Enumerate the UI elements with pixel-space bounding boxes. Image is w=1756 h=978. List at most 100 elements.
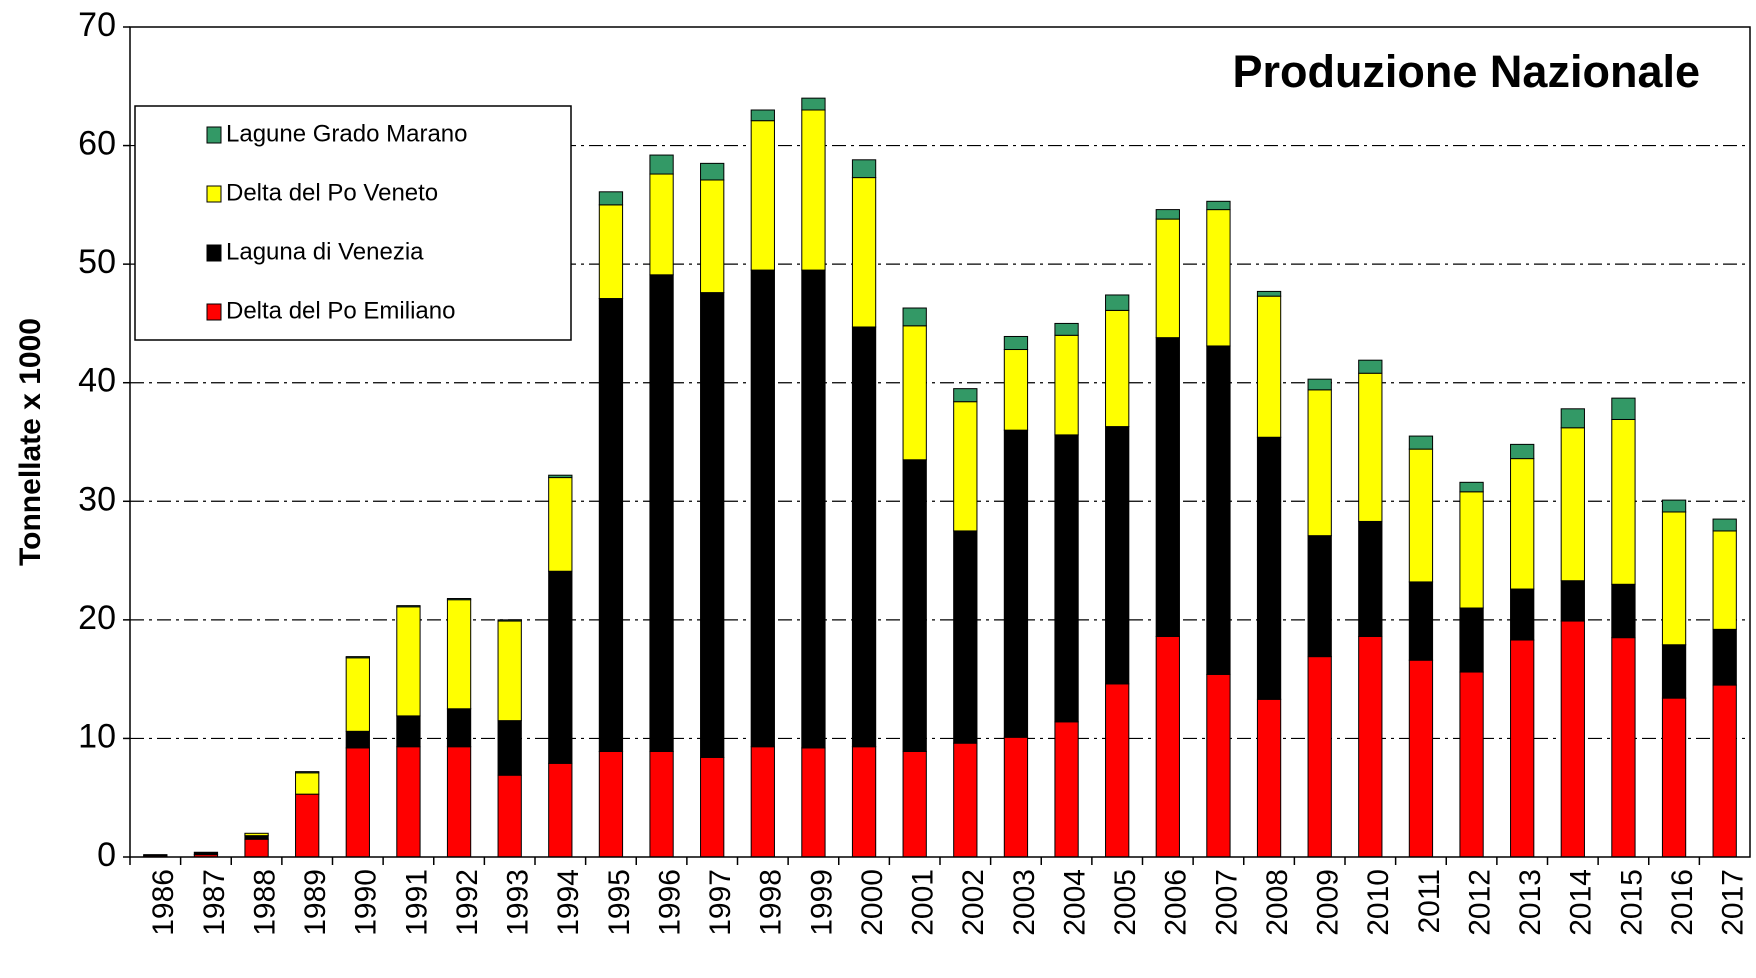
bar-segment bbox=[548, 477, 573, 572]
x-tick-label: 1990 bbox=[350, 869, 383, 936]
x-tick-label: 2003 bbox=[1008, 869, 1041, 936]
x-tick-label: 1987 bbox=[198, 869, 231, 936]
bar-segment bbox=[1307, 378, 1332, 391]
bar-segment bbox=[851, 326, 877, 748]
legend-swatch bbox=[206, 185, 222, 203]
legend-label: Lagune Grado Marano bbox=[226, 120, 468, 147]
x-tick-label: 2002 bbox=[957, 869, 990, 936]
legend-label: Laguna di Venezia bbox=[226, 238, 424, 265]
bar-segment bbox=[1256, 698, 1282, 858]
bar-segment bbox=[244, 835, 269, 840]
bar-segment bbox=[953, 530, 978, 744]
bar-segment bbox=[1054, 334, 1079, 436]
bar-segment bbox=[1459, 481, 1484, 493]
x-tick-label: 1991 bbox=[400, 869, 433, 936]
x-tick-label: 2005 bbox=[1109, 869, 1142, 936]
bar-segment bbox=[1307, 656, 1332, 858]
y-tick-label: 20 bbox=[78, 599, 116, 637]
bar-segment bbox=[295, 772, 320, 795]
bar-segment bbox=[1256, 290, 1282, 297]
bar-segment bbox=[497, 619, 522, 622]
bar-segment bbox=[1307, 535, 1332, 658]
bar-segment bbox=[1307, 389, 1332, 537]
bar-segment bbox=[953, 401, 978, 532]
x-tick-label: 2013 bbox=[1514, 869, 1547, 936]
bar-segment bbox=[1510, 588, 1535, 641]
bar-segment bbox=[1054, 322, 1079, 336]
bar-segment bbox=[1459, 607, 1484, 673]
bar-segment bbox=[1155, 635, 1180, 858]
x-tick-label: 1995 bbox=[603, 869, 636, 936]
x-tick-label: 2010 bbox=[1362, 869, 1395, 936]
bar-segment bbox=[1206, 673, 1231, 858]
bar-segment bbox=[649, 154, 674, 175]
x-tick-label: 2006 bbox=[1160, 869, 1193, 936]
x-tick-label: 2000 bbox=[856, 869, 889, 936]
bar-segment bbox=[750, 269, 775, 748]
bar-segment bbox=[1560, 620, 1585, 858]
bar-segment bbox=[548, 570, 573, 764]
plot-frame bbox=[129, 26, 1751, 858]
bar-segment bbox=[1712, 684, 1737, 858]
bar-segment bbox=[1105, 426, 1130, 685]
bar-segment bbox=[1661, 697, 1687, 858]
bar-segment bbox=[801, 97, 826, 111]
bar-segment bbox=[851, 746, 877, 858]
bar-segment bbox=[1358, 635, 1383, 858]
chart-title: Produzione Nazionale bbox=[1232, 46, 1700, 97]
bar-segment bbox=[1510, 639, 1535, 858]
bar-segment bbox=[1560, 408, 1585, 429]
bar-segment bbox=[801, 747, 826, 858]
bar-segment bbox=[902, 750, 927, 858]
x-tick-label: 1992 bbox=[451, 869, 484, 936]
legend-label: Delta del Po Emiliano bbox=[226, 297, 455, 324]
y-tick-label: 0 bbox=[97, 836, 116, 874]
x-tick-label: 2014 bbox=[1565, 869, 1598, 936]
bar-segment bbox=[244, 838, 269, 858]
bar-segment bbox=[1003, 349, 1029, 431]
bar-segment bbox=[1510, 458, 1535, 590]
bar-segment bbox=[1611, 397, 1636, 420]
bar-segment bbox=[649, 750, 674, 858]
bar-segment bbox=[1560, 427, 1585, 582]
bar-segment bbox=[1054, 721, 1079, 858]
bar-segment bbox=[396, 715, 421, 748]
bar-segment bbox=[649, 173, 674, 276]
bar-segment bbox=[953, 742, 978, 858]
bar-segment bbox=[497, 720, 522, 776]
bar-segment bbox=[1155, 218, 1180, 339]
x-tick-label: 2011 bbox=[1413, 869, 1446, 934]
bar-segment bbox=[446, 598, 472, 601]
x-tick-label: 1999 bbox=[805, 869, 838, 936]
x-tick-label: 1988 bbox=[248, 869, 281, 936]
bar-segment bbox=[345, 657, 370, 732]
bar-segment bbox=[1358, 359, 1383, 374]
bar-segment bbox=[1408, 435, 1434, 450]
bar-segment bbox=[851, 159, 877, 179]
bar-segment bbox=[497, 620, 522, 722]
y-tick-label: 60 bbox=[78, 125, 116, 163]
legend-box bbox=[134, 105, 572, 341]
x-tick-label: 1994 bbox=[552, 869, 585, 936]
bar-segment bbox=[1155, 337, 1180, 637]
bar-segment bbox=[750, 120, 775, 271]
y-axis-label: Tonnellate x 1000 bbox=[14, 318, 47, 566]
x-tick-label: 2001 bbox=[907, 869, 940, 936]
x-tick-label: 2008 bbox=[1261, 869, 1294, 936]
bar-segment bbox=[1105, 683, 1130, 858]
bar-segment bbox=[548, 474, 573, 479]
bar-segment bbox=[396, 606, 421, 717]
bar-segment bbox=[345, 747, 370, 858]
bar-segment bbox=[1459, 491, 1484, 609]
bar-segment bbox=[801, 109, 826, 271]
bar-segment bbox=[700, 179, 725, 294]
bar-segment bbox=[1003, 736, 1029, 858]
bar-segment bbox=[700, 162, 725, 181]
bar-segment bbox=[1408, 581, 1434, 661]
x-tick-label: 2015 bbox=[1615, 869, 1648, 936]
bar-segment bbox=[295, 771, 320, 774]
x-tick-label: 2009 bbox=[1312, 869, 1345, 936]
y-tick-label: 50 bbox=[78, 243, 116, 281]
bar-segment bbox=[1105, 294, 1130, 311]
bar-segment bbox=[902, 307, 927, 327]
